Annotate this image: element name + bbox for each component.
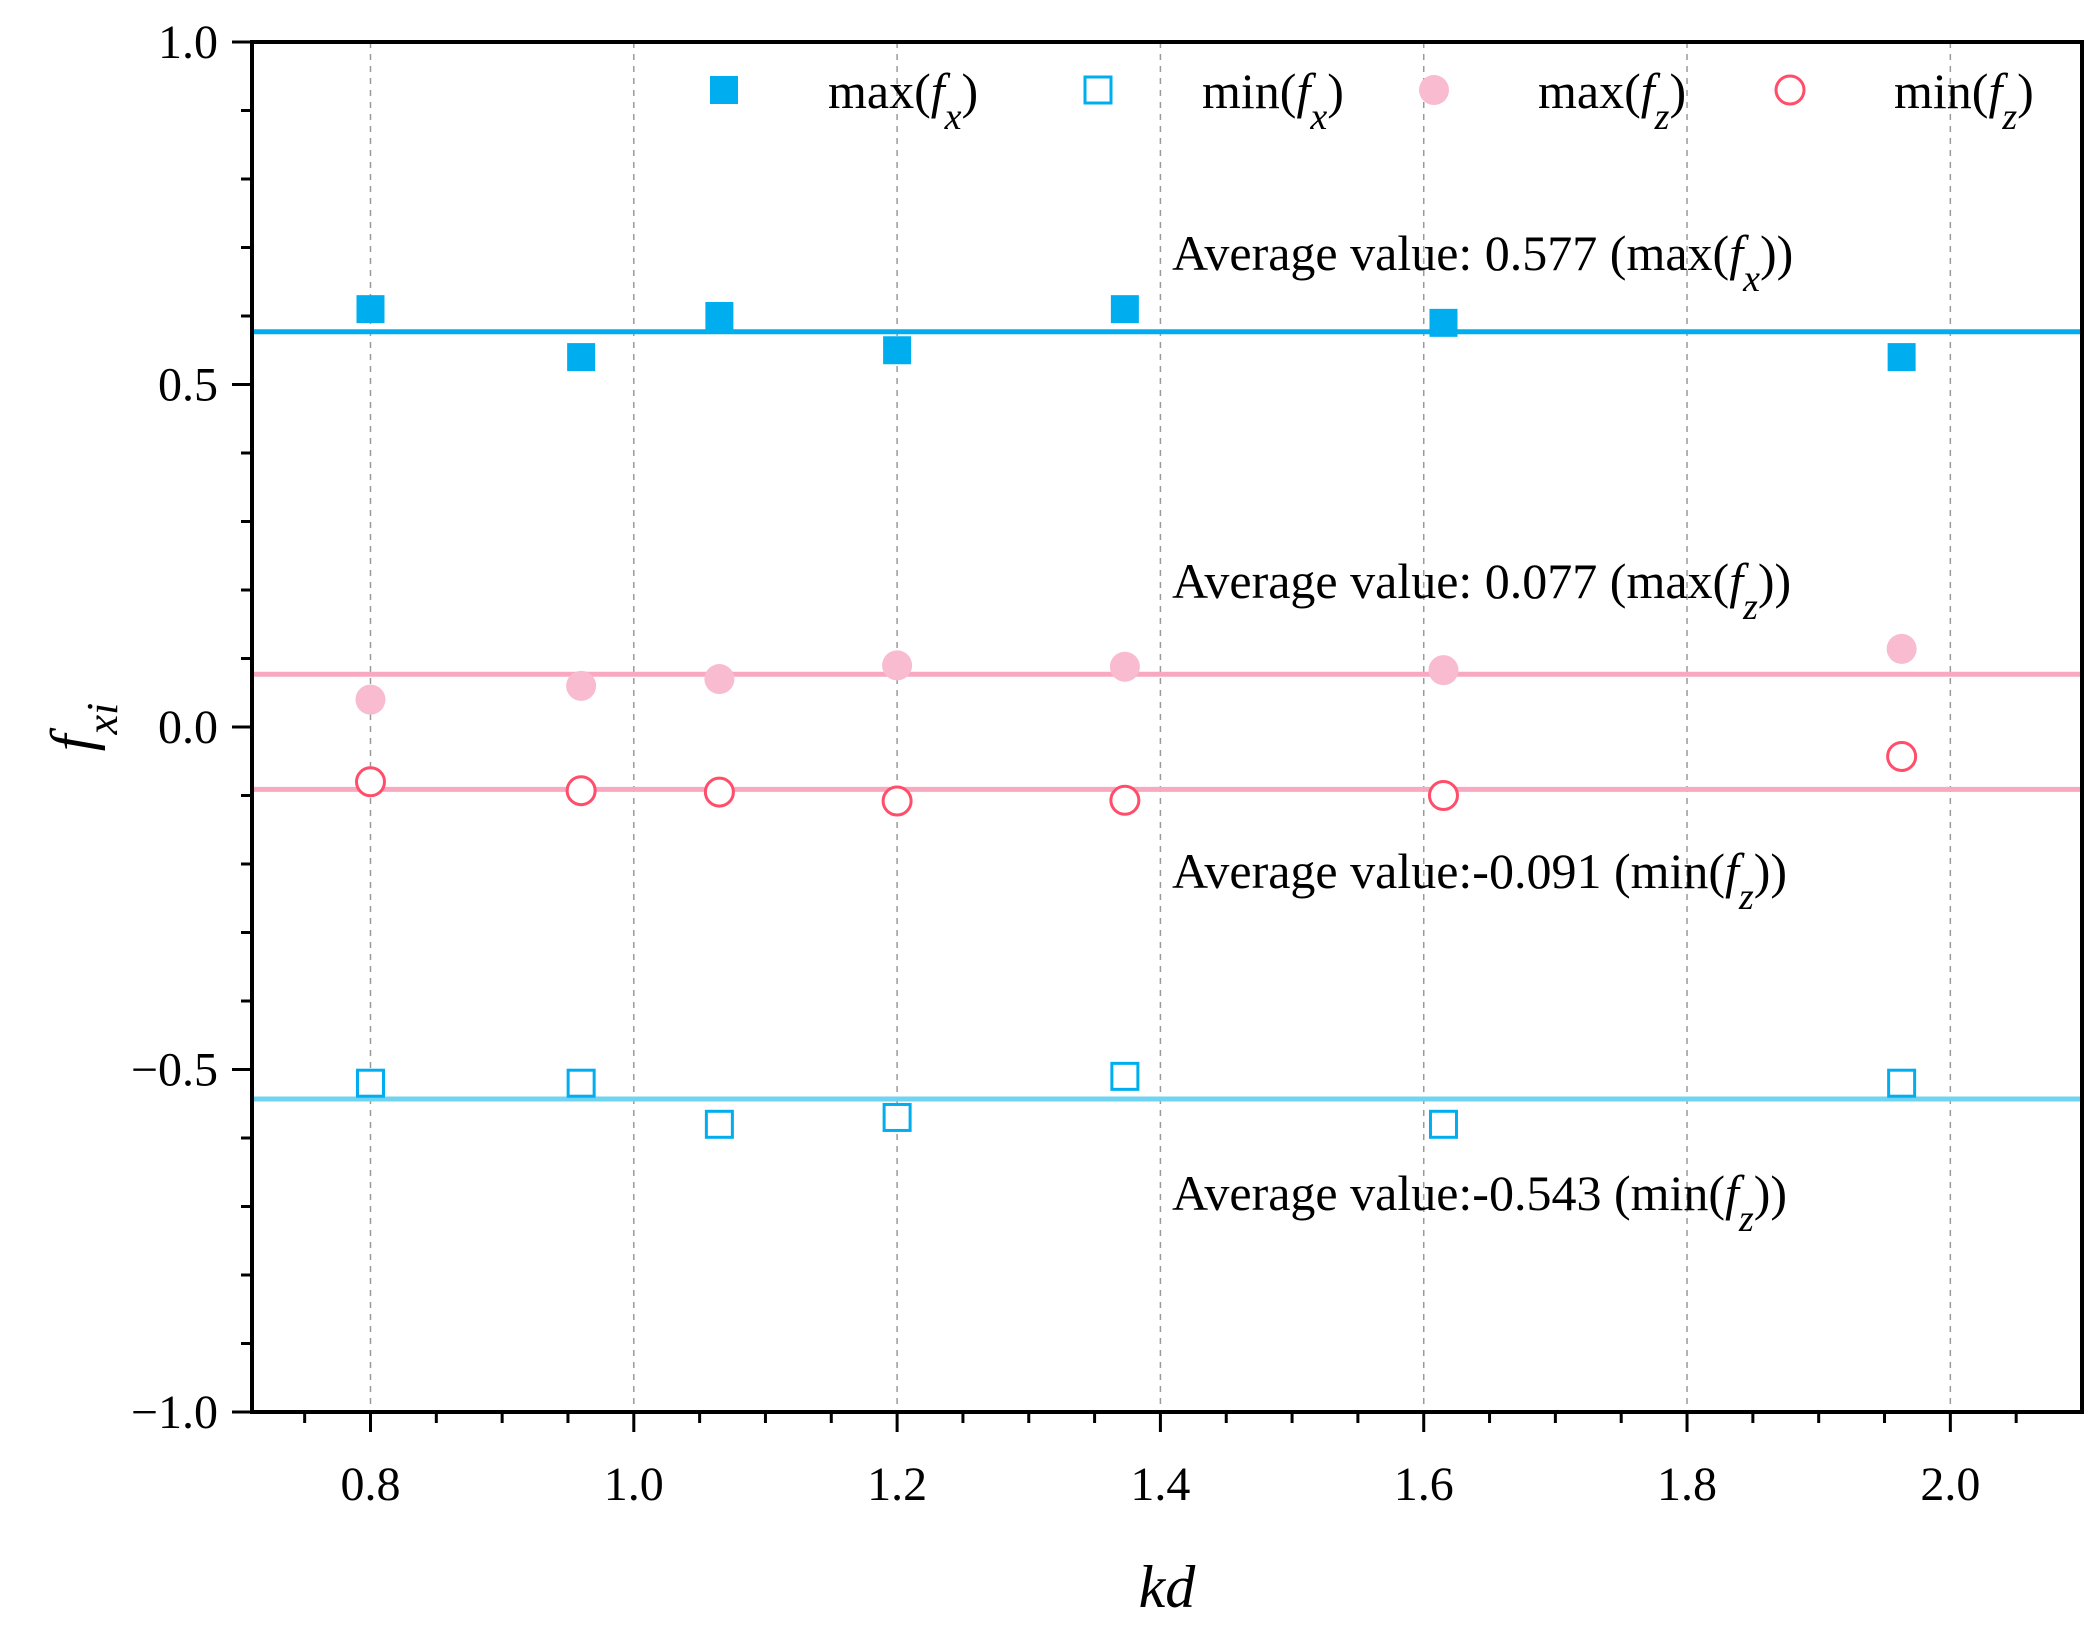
data-markers [354,295,1918,1139]
legend-label-base: min( [1202,63,1296,119]
y-tick-label: 0.0 [158,701,218,754]
data-point [1429,308,1458,337]
data-point [882,1102,912,1132]
y-tick-label: −0.5 [131,1044,218,1097]
x-tick-label: 1.4 [1130,1458,1190,1511]
y-axis-title-sub: xi [78,703,127,736]
legend-label-base: max( [828,63,931,119]
axis-ticks: 0.8 1.0 1.2 1.4 1.6 1.8 2.0 −1.0 −0.5 0.0 0.5 1.0 [131,16,2018,1511]
legend-label: max(fx) [828,63,978,138]
average-annotation: Average value:-0.091 (min(fz)) [1172,843,1787,918]
data-point [566,670,597,701]
data-point [356,295,385,324]
y-tick-label: 0.5 [158,359,218,412]
data-point [704,1109,734,1139]
annotation-sub: z [1742,586,1758,628]
annotation-suffix: )) [1754,1165,1787,1221]
x-tick-label: 0.8 [340,1458,400,1511]
legend-label: max(fz) [1538,63,1686,138]
data-point [1109,784,1141,816]
average-annotation: Average value:-0.543 (min(fz)) [1172,1165,1787,1240]
annotation-sub: x [1742,258,1760,300]
data-point [1110,295,1139,324]
legend-label-sub: x [1309,96,1327,138]
annotation-suffix: )) [1754,843,1787,899]
annotation-sub: z [1738,876,1754,918]
data-point [881,785,913,817]
legend-marker [1419,75,1449,105]
data-point [1110,1061,1140,1091]
average-lines [252,329,2082,1102]
x-tick-label: 1.0 [604,1458,664,1511]
data-point [703,776,735,808]
annotation-prefix: Average value:-0.543 (min( [1172,1165,1725,1221]
legend-marker [710,76,738,104]
annotation-prefix: Average value:-0.091 (min( [1172,843,1725,899]
annotation-suffix: )) [1760,225,1793,281]
data-point [567,343,596,372]
data-point [1109,651,1140,682]
legend: max(fx) min(fx) max(fz) min(fz) [710,63,2034,138]
data-point [1886,740,1918,772]
x-axis-title: kd [1139,1554,1197,1620]
legend-label-sub: x [944,96,962,138]
legend-label-close: ) [962,63,979,119]
average-annotation: Average value: 0.077 (max(fz)) [1172,553,1791,628]
annotation-suffix: )) [1758,553,1791,609]
x-tick-label: 1.2 [867,1458,927,1511]
legend-label: min(fz) [1894,63,2034,138]
legend-label-sub: z [1654,96,1670,138]
data-point [1428,1109,1458,1139]
average-annotation: Average value: 0.577 (max(fx)) [1172,225,1793,300]
y-tick-label: −1.0 [131,1386,218,1439]
legend-label-close: ) [2017,63,2034,119]
x-tick-label: 1.6 [1394,1458,1454,1511]
data-point [565,775,597,807]
data-point [355,1068,385,1098]
data-point [1887,1068,1917,1098]
data-point [1427,780,1459,811]
annotation-prefix: Average value: 0.077 (max( [1172,553,1729,609]
data-point [566,1068,596,1098]
legend-label-base: max( [1538,63,1641,119]
legend-label-close: ) [1327,63,1344,119]
y-tick-label: 1.0 [158,16,218,69]
data-point [705,302,734,330]
data-point [704,664,735,695]
data-point [1887,343,1916,372]
legend-label: min(fx) [1202,63,1344,138]
x-tick-label: 1.8 [1657,1458,1717,1511]
annotation-prefix: Average value: 0.577 (max( [1172,225,1729,281]
average-annotations: Average value: 0.577 (max(fx))Average va… [1172,225,1793,1240]
legend-label-sub: z [2001,96,2017,138]
legend-label-close: ) [1669,63,1686,119]
plot-frame [250,40,2084,1414]
data-point [883,336,912,365]
data-point [354,766,386,798]
data-point [882,650,913,681]
grid-lines [369,42,1952,1412]
legend-label-base: min( [1894,63,1988,119]
data-point [355,684,386,715]
annotation-sub: z [1738,1198,1754,1240]
x-tick-label: 2.0 [1920,1458,1980,1511]
data-point [1428,655,1459,686]
data-point [1886,633,1917,664]
y-axis-title: fxi [39,703,127,751]
legend-marker [1774,74,1806,106]
legend-marker [1083,75,1113,105]
